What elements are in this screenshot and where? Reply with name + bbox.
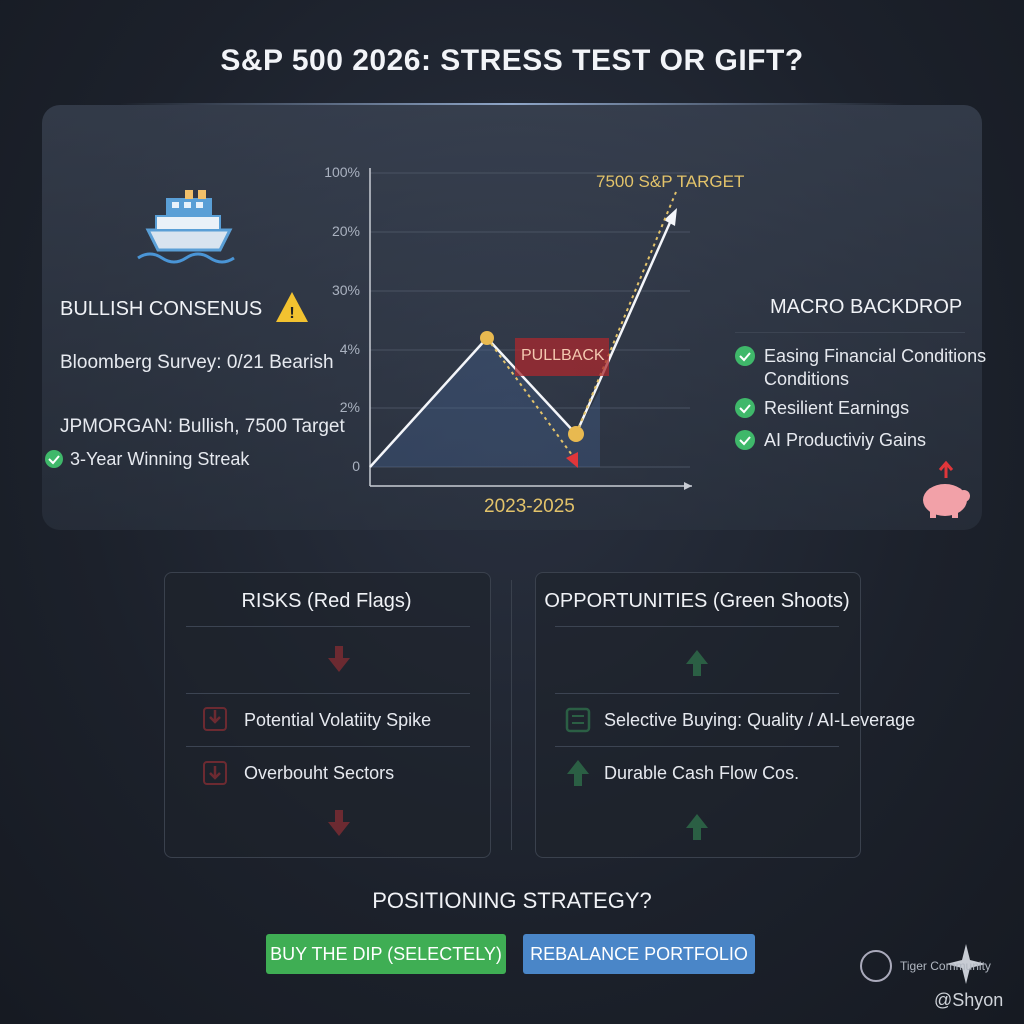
sparkle <box>946 944 986 984</box>
consensus-heading: BULLISH CONSENUS <box>60 298 263 320</box>
pullback-label: PULLBACK <box>521 347 605 364</box>
opportunity-item: Durable Cash Flow Cos. <box>604 763 800 783</box>
consensus-item: JPMORGAN: Bullish, 7500 Target <box>60 416 345 437</box>
piggy-icon <box>923 460 970 518</box>
divider <box>735 332 965 333</box>
y-tick-label: 0 <box>352 458 360 474</box>
divider <box>555 626 839 627</box>
y-tick-label: 20% <box>331 223 360 239</box>
watermark-brand: Tiger Community <box>900 959 991 973</box>
watermark-handle: @Shyon <box>934 990 1004 1010</box>
tiger-logo <box>860 950 892 982</box>
divider <box>186 693 470 694</box>
consensus-item: Bloomberg Survey: 0/21 Bearish <box>60 352 334 373</box>
divider <box>511 580 512 850</box>
chart <box>369 168 692 490</box>
opportunities-heading: OPPORTUNITIES (Green Shoots) <box>544 590 850 612</box>
opportunity-item: Selective Buying: Quality / AI-Leverage <box>604 710 916 730</box>
risks-heading: RISKS (Red Flags) <box>241 590 412 612</box>
risk-item: Potential Volatiity Spike <box>244 710 432 730</box>
strategy-button[interactable]: BUY THE DIP (SELECTELY) <box>266 934 506 974</box>
check-icons <box>45 346 755 468</box>
ship-icon <box>137 190 235 264</box>
y-tick-label: 4% <box>339 341 360 357</box>
risk-item: Overbouht Sectors <box>244 763 395 783</box>
title-glow <box>120 103 904 105</box>
hero-panel <box>42 105 982 530</box>
warning-icon <box>276 292 308 322</box>
y-tick-label: 100% <box>324 164 360 180</box>
divider <box>186 626 470 627</box>
macro-item: AI Productiviy Gains <box>764 430 927 450</box>
divider <box>555 746 839 747</box>
opportunities-panel <box>535 572 861 858</box>
title: S&P 500 2026: STRESS TEST OR GIFT? <box>220 44 804 77</box>
macro-item: Conditions <box>764 369 850 389</box>
warning-mark: ! <box>289 305 294 322</box>
x-axis-label: 2023-2025 <box>484 496 575 517</box>
macro-heading: MACRO BACKDROP <box>770 296 963 318</box>
consensus-item: 3-Year Winning Streak <box>70 449 250 469</box>
divider <box>555 693 839 694</box>
risks-panel <box>164 572 491 858</box>
macro-item: Resilient Earnings <box>764 398 910 418</box>
y-tick-label: 2% <box>339 399 360 415</box>
y-tick-label: 30% <box>331 282 360 298</box>
divider <box>186 746 470 747</box>
strategy-button[interactable]: REBALANCE PORTFOLIO <box>523 934 755 974</box>
target-label: 7500 S&P TARGET <box>596 172 745 191</box>
macro-item: Easing Financial Conditions <box>764 346 987 366</box>
strategy-heading: POSITIONING STRATEGY? <box>372 888 652 913</box>
